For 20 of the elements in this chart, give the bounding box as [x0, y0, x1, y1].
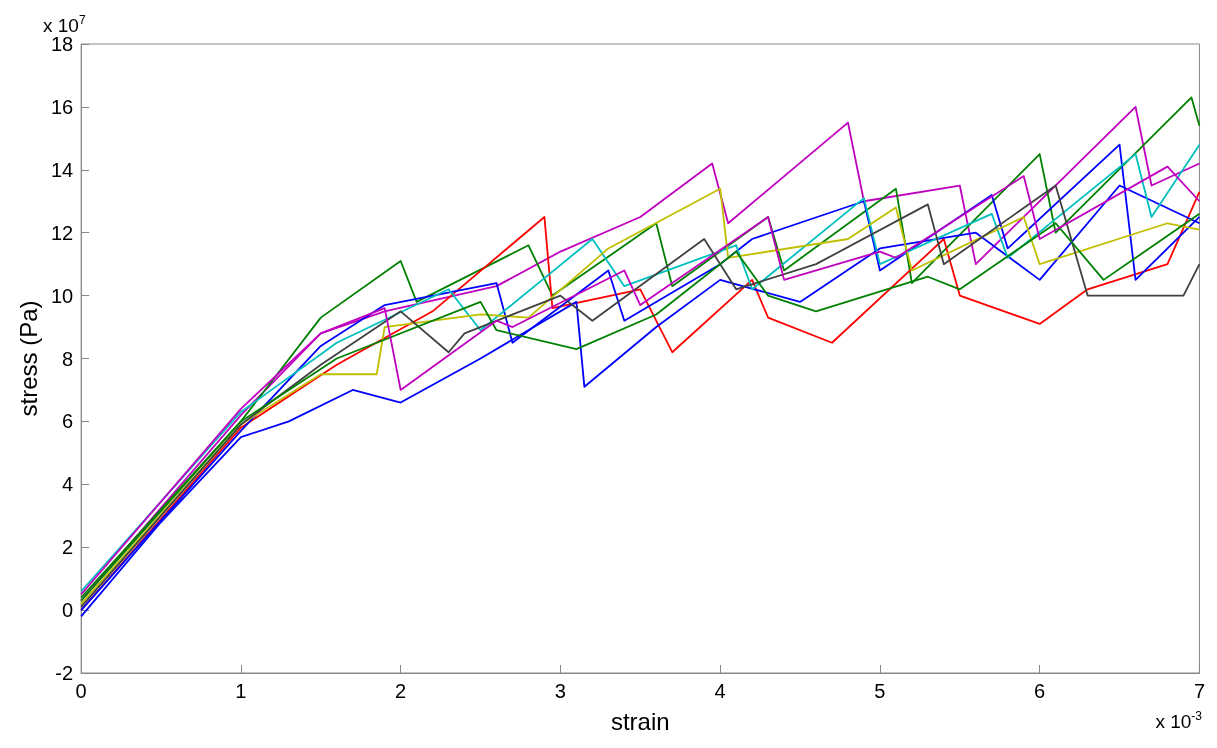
y-tick-label: 14 [50, 158, 74, 181]
x-tick-label: 4 [714, 680, 726, 702]
y-tick-label: 16 [50, 95, 74, 118]
y-tick-label: 8 [62, 347, 74, 370]
x-tick-label: 5 [874, 680, 886, 702]
y-tick-label: 12 [50, 221, 74, 244]
x-tick-label: 1 [235, 680, 247, 702]
x-tick-label: 2 [395, 680, 407, 702]
y-tick-label: 0 [62, 599, 74, 622]
y-axis-title: stress (Pa) [14, 300, 42, 417]
x-tick-label: 6 [1034, 680, 1046, 702]
x-axis-title: strain [610, 707, 670, 735]
x-tick-label: 7 [1193, 680, 1205, 702]
y-tick-label: 2 [62, 536, 74, 559]
x-tick-label: 3 [554, 680, 566, 702]
y-tick-label: 18 [50, 33, 74, 55]
y-tick-label: -2 [55, 662, 74, 684]
y-tick-label: 4 [62, 473, 74, 496]
y-tick-label: 10 [50, 284, 74, 307]
y-tick-label: 6 [62, 410, 74, 433]
